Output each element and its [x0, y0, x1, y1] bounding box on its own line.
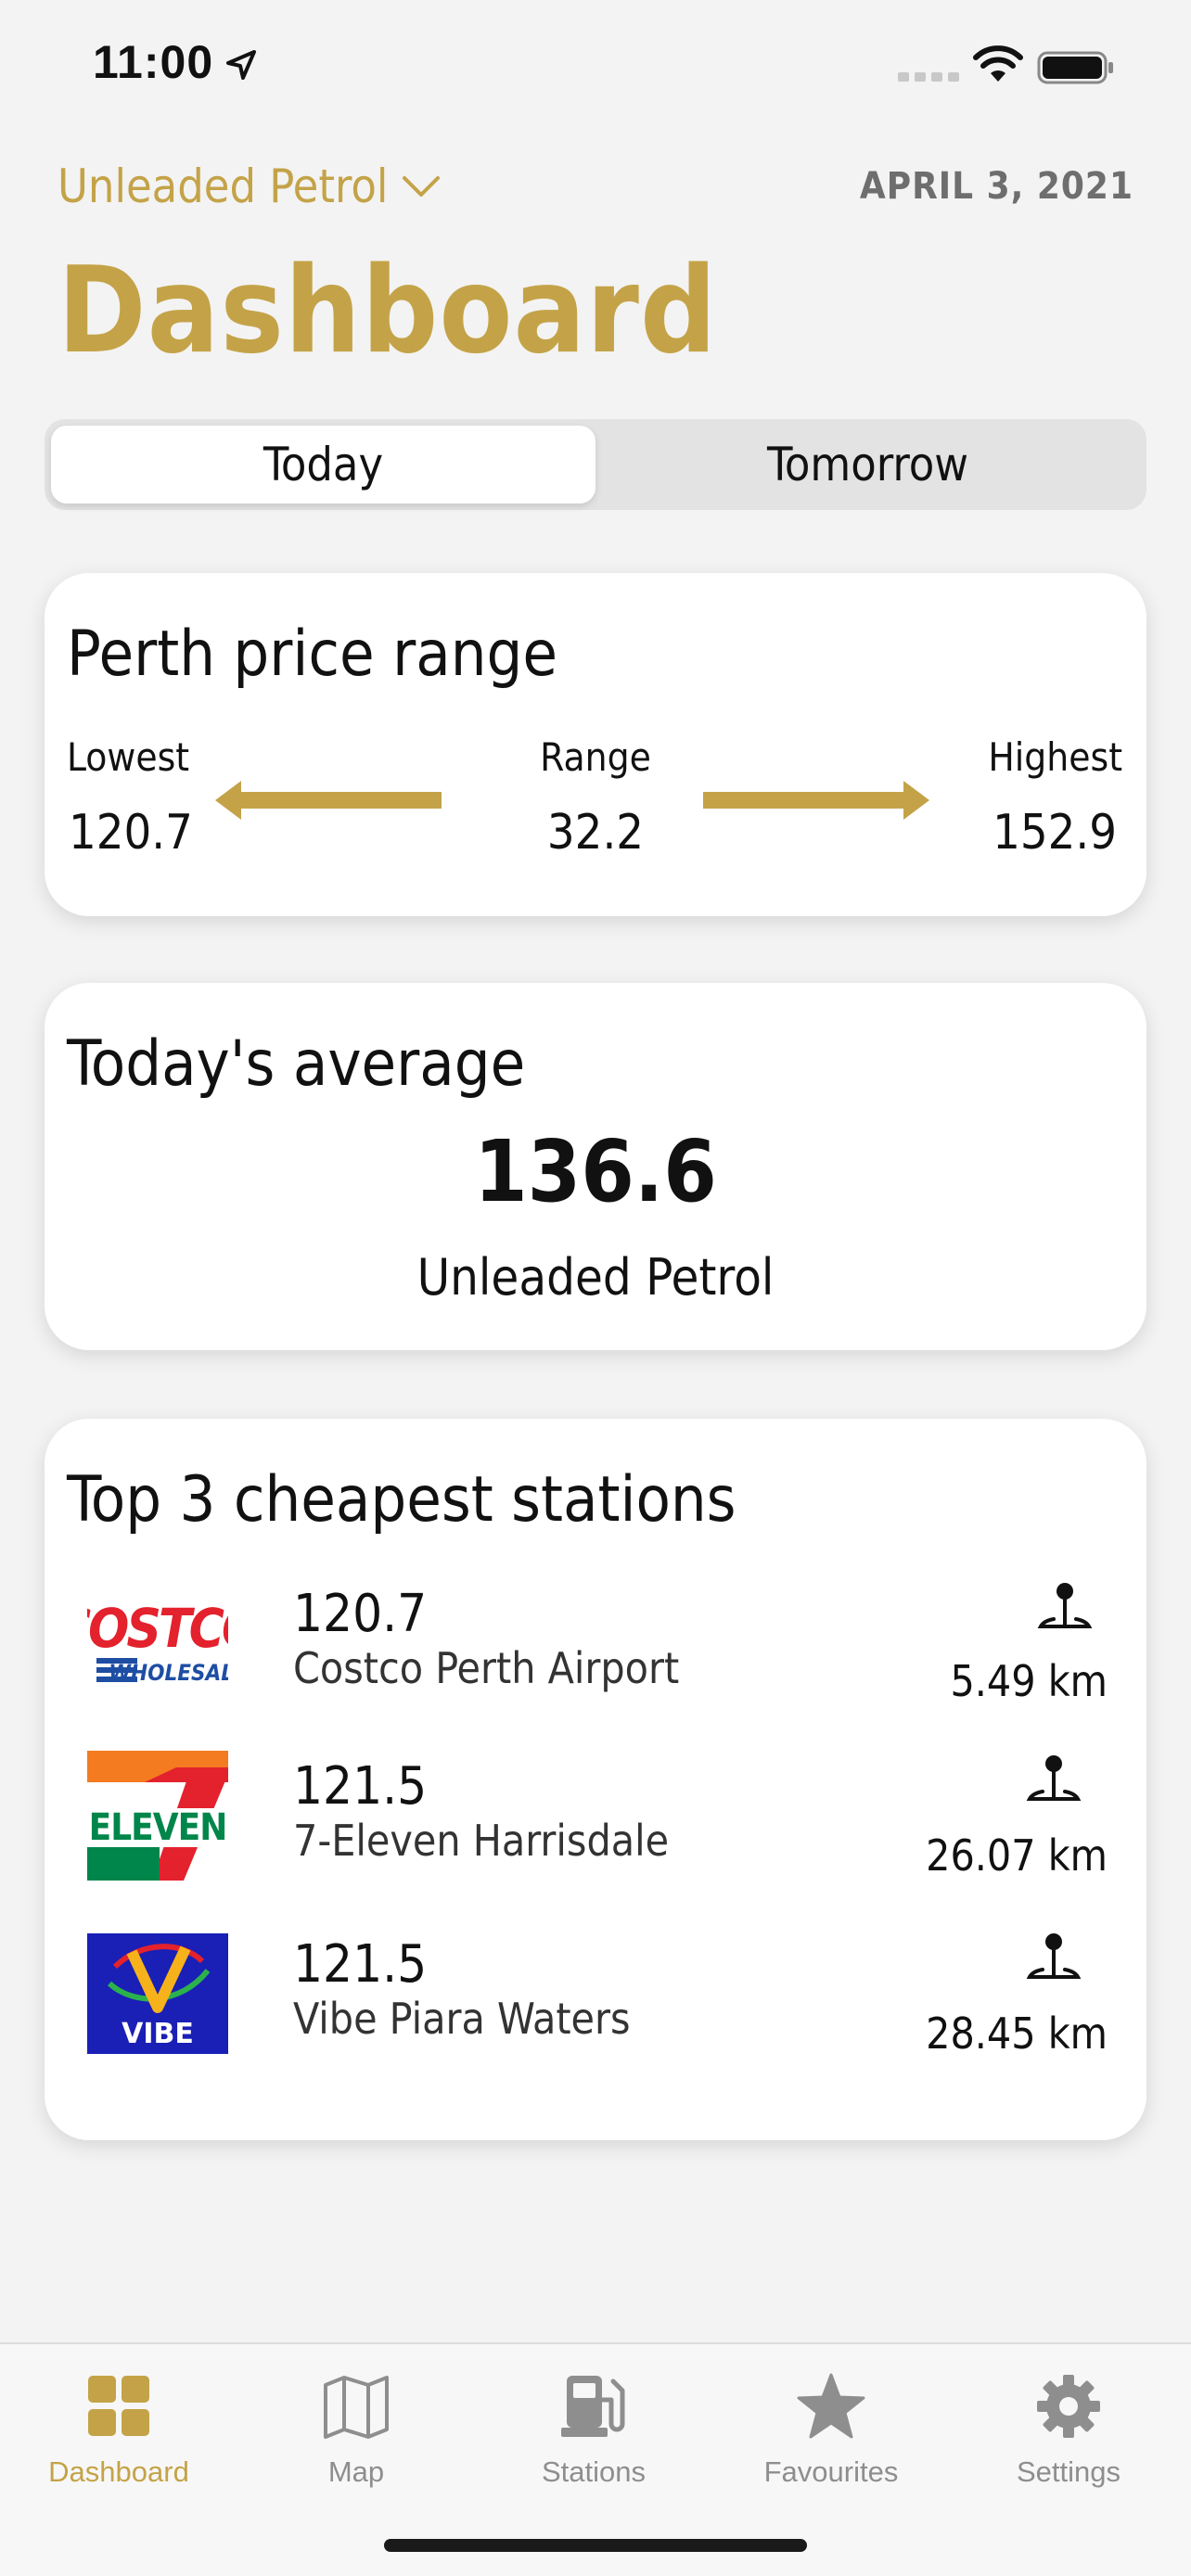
- tab-label: Stations: [541, 2455, 646, 2488]
- fuel-type-selector[interactable]: Unleaded Petrol: [58, 159, 442, 213]
- svg-text:ELEVEN: ELEVEN: [89, 1806, 227, 1849]
- station-row[interactable]: COSTCO WHOLESALE 120.7 Costco Perth Airp…: [87, 1578, 1108, 1708]
- station-distance: 26.07 km: [926, 1830, 1108, 1881]
- cellular-signal-icon: [898, 72, 959, 82]
- wifi-icon: [973, 45, 1023, 82]
- map-icon: [324, 2376, 389, 2439]
- station-distance: 5.49 km: [950, 1656, 1108, 1706]
- arrow-right-icon: [703, 781, 929, 820]
- average-value: 136.6: [474, 1122, 717, 1221]
- star-icon: [797, 2373, 865, 2439]
- 7-eleven-logo: ELEVEN: [87, 1751, 228, 1881]
- svg-text:WHOLESALE: WHOLESALE: [109, 1660, 228, 1686]
- arrow-left-icon: [215, 781, 442, 820]
- station-name: 7-Eleven Harrisdale: [293, 1816, 670, 1866]
- tab-bar: Dashboard Map Stations Favourites: [0, 2342, 1191, 2576]
- svg-text:VIBE: VIBE: [122, 2018, 194, 2050]
- page-title: Dashboard: [58, 242, 718, 380]
- segment-today[interactable]: Today: [51, 426, 596, 504]
- station-distance: 28.45 km: [926, 2009, 1108, 2059]
- location-arrow-icon: [226, 50, 256, 80]
- segment-tomorrow[interactable]: Tomorrow: [766, 438, 969, 491]
- header-date: APRIL 3, 2021: [859, 165, 1133, 208]
- tab-stations[interactable]: Stations: [475, 2372, 712, 2489]
- station-row[interactable]: ELEVEN 121.5 7-Eleven Harrisdale 26.07 k…: [87, 1751, 1108, 1881]
- status-time: 11:00: [93, 36, 214, 88]
- tab-label: Favourites: [763, 2455, 899, 2488]
- range-value: 32.2: [546, 805, 645, 861]
- tab-label: Settings: [1016, 2455, 1121, 2488]
- station-name: Vibe Piara Waters: [293, 1994, 631, 2044]
- tab-label: Dashboard: [48, 2455, 189, 2488]
- average-title: Today's average: [67, 1027, 526, 1101]
- tab-dashboard[interactable]: Dashboard: [0, 2372, 237, 2489]
- average-fuel-type: Unleaded Petrol: [416, 1248, 775, 1307]
- map-pin-icon[interactable]: [1026, 1929, 1082, 1988]
- lowest-value: 120.7: [69, 805, 193, 861]
- fuel-type-label: Unleaded Petrol: [58, 159, 389, 213]
- station-name: Costco Perth Airport: [293, 1643, 680, 1693]
- home-indicator: [384, 2539, 807, 2552]
- range-label: Range: [540, 734, 651, 780]
- highest-value: 152.9: [992, 805, 1117, 861]
- highest-label: Highest: [988, 734, 1122, 780]
- map-pin-icon[interactable]: [1026, 1751, 1082, 1810]
- day-segmented-control: Today Tomorrow: [45, 419, 1146, 510]
- price-range-card: Perth price range Lowest 120.7 Range 32.…: [45, 573, 1146, 916]
- svg-text:COSTCO: COSTCO: [87, 1597, 228, 1660]
- status-bar: 11:00: [0, 0, 1191, 130]
- stations-title: Top 3 cheapest stations: [67, 1463, 736, 1537]
- tab-label: Map: [327, 2455, 385, 2488]
- fuel-pump-icon: [561, 2376, 625, 2437]
- station-price: 120.7: [293, 1584, 428, 1644]
- station-row[interactable]: VIBE 121.5 Vibe Piara Waters 28.45 km: [87, 1929, 1108, 2059]
- battery-icon: [1037, 51, 1113, 84]
- costco-logo: COSTCO WHOLESALE: [87, 1597, 228, 1686]
- map-pin-icon[interactable]: [1037, 1578, 1093, 1638]
- vibe-logo: VIBE: [87, 1933, 228, 2054]
- lowest-label: Lowest: [67, 734, 190, 780]
- cheapest-stations-card: Top 3 cheapest stations COSTCO WHOLESALE…: [45, 1419, 1146, 2140]
- chevron-down-icon: [403, 176, 441, 197]
- station-price: 121.5: [293, 1934, 428, 1995]
- tab-map[interactable]: Map: [237, 2372, 475, 2489]
- tab-favourites[interactable]: Favourites: [712, 2372, 950, 2489]
- gear-icon: [1037, 2375, 1100, 2438]
- average-card: Today's average 136.6 Unleaded Petrol: [45, 983, 1146, 1350]
- price-range-title: Perth price range: [67, 618, 558, 691]
- grid-icon: [88, 2376, 149, 2436]
- tab-settings[interactable]: Settings: [950, 2372, 1187, 2489]
- station-price: 121.5: [293, 1756, 428, 1817]
